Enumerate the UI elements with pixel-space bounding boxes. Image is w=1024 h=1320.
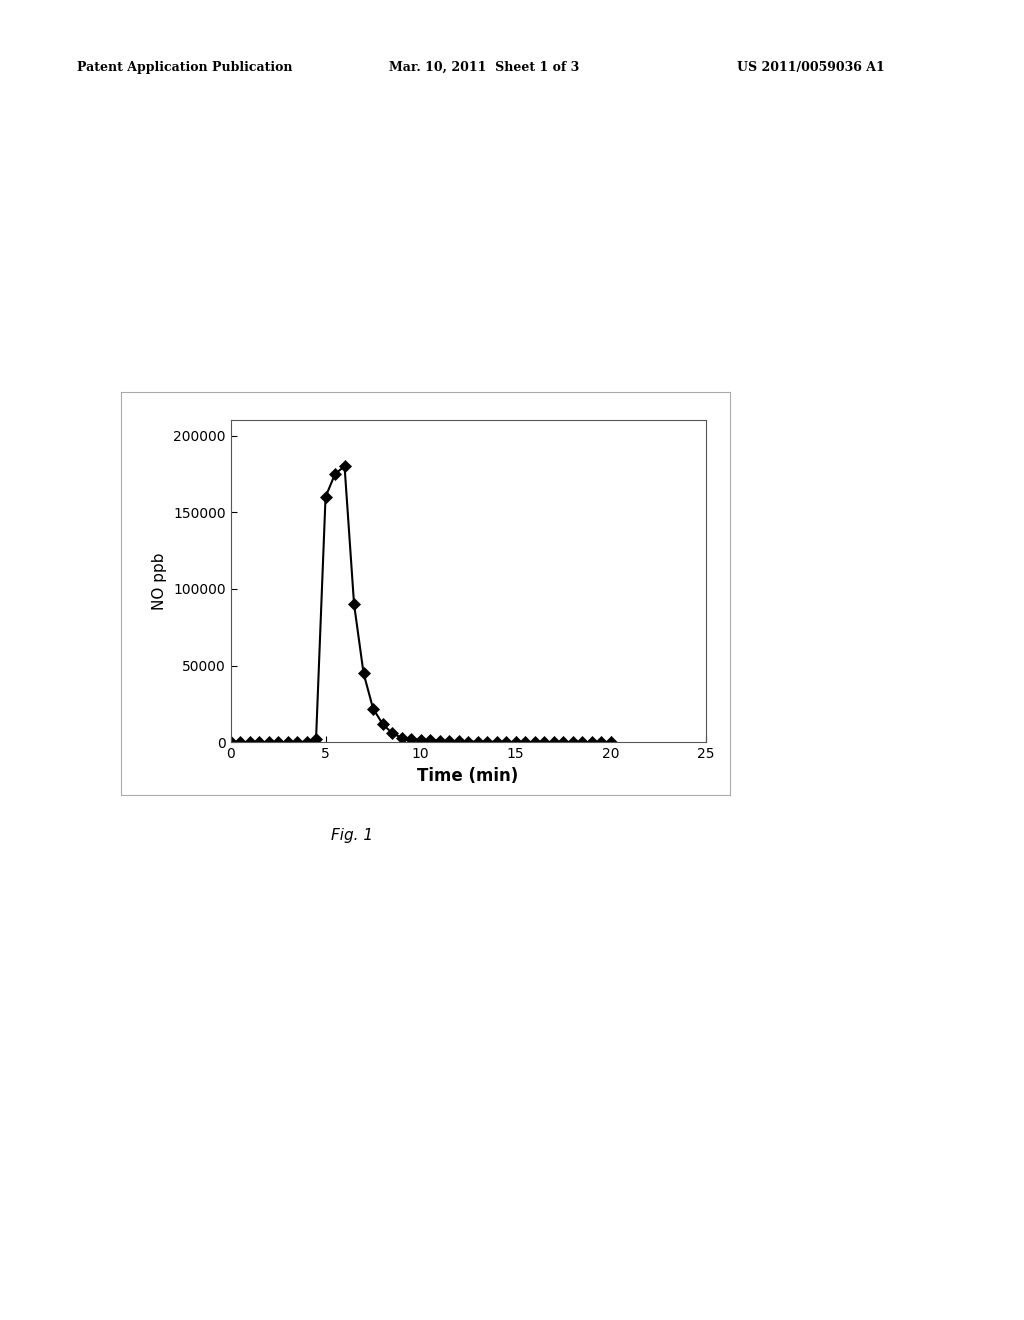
Text: Mar. 10, 2011  Sheet 1 of 3: Mar. 10, 2011 Sheet 1 of 3 — [389, 61, 580, 74]
Text: US 2011/0059036 A1: US 2011/0059036 A1 — [737, 61, 885, 74]
Text: Fig. 1: Fig. 1 — [332, 828, 374, 842]
Text: Patent Application Publication: Patent Application Publication — [77, 61, 292, 74]
X-axis label: Time (min): Time (min) — [418, 767, 519, 784]
Y-axis label: NO ppb: NO ppb — [153, 553, 168, 610]
